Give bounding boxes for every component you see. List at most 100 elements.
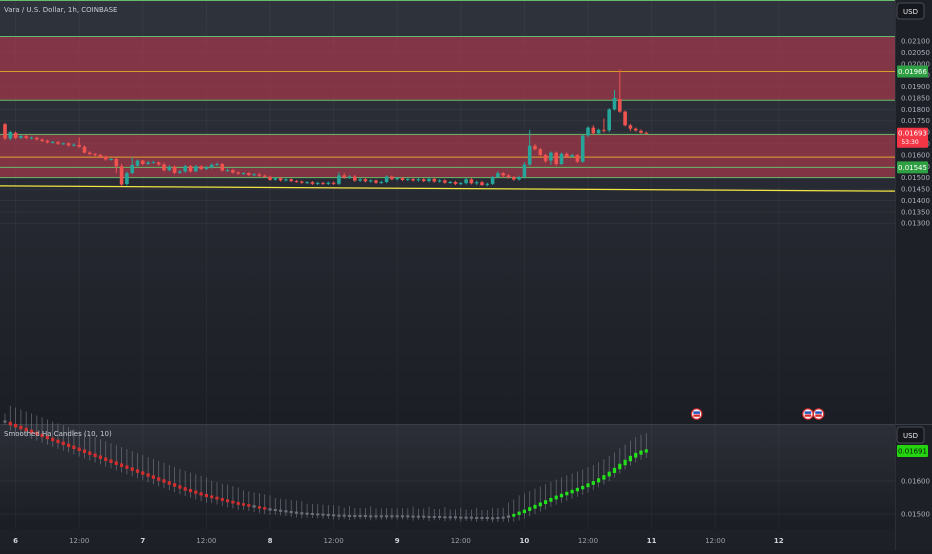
ha-candle (491, 508, 495, 523)
ha-candle (432, 508, 436, 521)
ha-body (623, 459, 627, 466)
candle-body (633, 128, 638, 131)
candle-body (543, 154, 548, 162)
ha-body (77, 447, 81, 452)
candle (236, 171, 240, 175)
ha-body (199, 492, 203, 496)
candle (103, 155, 108, 161)
event-marker-1[interactable] (690, 408, 703, 420)
candle-body (225, 170, 230, 172)
ha-candle (162, 463, 166, 489)
candle-body (98, 154, 103, 157)
candle (580, 134, 585, 163)
ha-candle (422, 508, 426, 520)
candle-body (252, 174, 256, 176)
event-marker-3[interactable] (812, 408, 825, 420)
ha-body (183, 487, 187, 491)
candle-body (215, 164, 219, 166)
ha-body (29, 429, 34, 434)
ha-candle (3, 413, 7, 425)
event-marker-2[interactable] (802, 408, 814, 420)
ha-body (363, 514, 367, 517)
candle (453, 180, 458, 185)
event-markers[interactable] (690, 408, 825, 420)
price-tick-label: 0.01450 (901, 186, 930, 194)
candle-body (485, 183, 490, 185)
candle-body (162, 164, 166, 171)
candle-body (474, 182, 479, 184)
ha-body (400, 515, 405, 518)
time-tick-label: 6 (13, 537, 18, 545)
ha-candle (369, 506, 373, 521)
ha-body (618, 463, 622, 470)
indicator-title[interactable]: Smoothed Ha Candles (10, 10) (4, 430, 112, 438)
candle (151, 160, 156, 164)
candle (156, 161, 161, 166)
event-icon-band (804, 414, 812, 417)
ha-candle (284, 499, 288, 517)
ha-body (146, 473, 150, 477)
candle (527, 129, 532, 167)
ha-candle (438, 508, 442, 521)
candle (77, 137, 81, 148)
ha-body (448, 516, 452, 519)
support-trendline[interactable] (0, 185, 896, 192)
trendline-group[interactable] (0, 185, 896, 192)
horizontal-levels[interactable] (0, 0, 895, 179)
ha-candle (268, 495, 272, 515)
ha-body (459, 516, 463, 519)
candle-body (40, 139, 44, 142)
price-tick-label: 0.01600 (901, 151, 930, 159)
ha-candle (77, 431, 81, 457)
ha-candle (400, 508, 405, 520)
ha-body (485, 516, 489, 519)
time-tick-label: 12 (774, 537, 784, 545)
candle (289, 178, 293, 183)
ha-body (549, 497, 553, 502)
candle-body (29, 137, 34, 139)
ha-candle (565, 475, 569, 501)
candle-body (315, 182, 320, 184)
ha-candle (533, 488, 537, 514)
ha-candle (538, 486, 542, 512)
candle-body (45, 140, 50, 143)
candle-body (469, 179, 474, 184)
candle-body (353, 176, 357, 181)
currency-button[interactable]: USD (896, 2, 925, 20)
candle (633, 127, 638, 132)
smoothed-ha-series (3, 405, 648, 523)
ha-body (496, 516, 500, 519)
event-icon-band (815, 411, 822, 414)
ha-body (337, 514, 341, 517)
candle-body (204, 167, 209, 170)
ha-candle (623, 444, 627, 470)
candle-body (437, 180, 442, 182)
event-icon (802, 408, 814, 420)
price-tick-label: 0.01900 (901, 83, 930, 91)
candle (199, 165, 203, 171)
candle (437, 179, 442, 183)
ha-candle (559, 477, 564, 503)
ha-body (310, 513, 314, 515)
event-icon-band (693, 414, 700, 417)
ha-body (67, 443, 71, 448)
time-tick-label: 12:00 (69, 537, 89, 545)
ha-candle (570, 473, 574, 499)
candle (24, 134, 28, 140)
candle (125, 171, 129, 186)
indicator-currency-button[interactable]: USD (896, 426, 925, 444)
ha-body (591, 481, 595, 485)
candle (215, 162, 219, 167)
candle-body (130, 164, 134, 174)
candle-body (363, 179, 368, 182)
candle (321, 181, 325, 185)
candle (570, 153, 574, 159)
ha-candle (639, 434, 643, 460)
ha-candle (130, 451, 134, 477)
symbol-title[interactable]: Vara / U.S. Dollar, 1h, COINBASE (4, 6, 117, 14)
ha-body (173, 483, 177, 487)
candle-body (384, 176, 389, 183)
ha-candle (332, 505, 336, 520)
candle (612, 89, 617, 111)
